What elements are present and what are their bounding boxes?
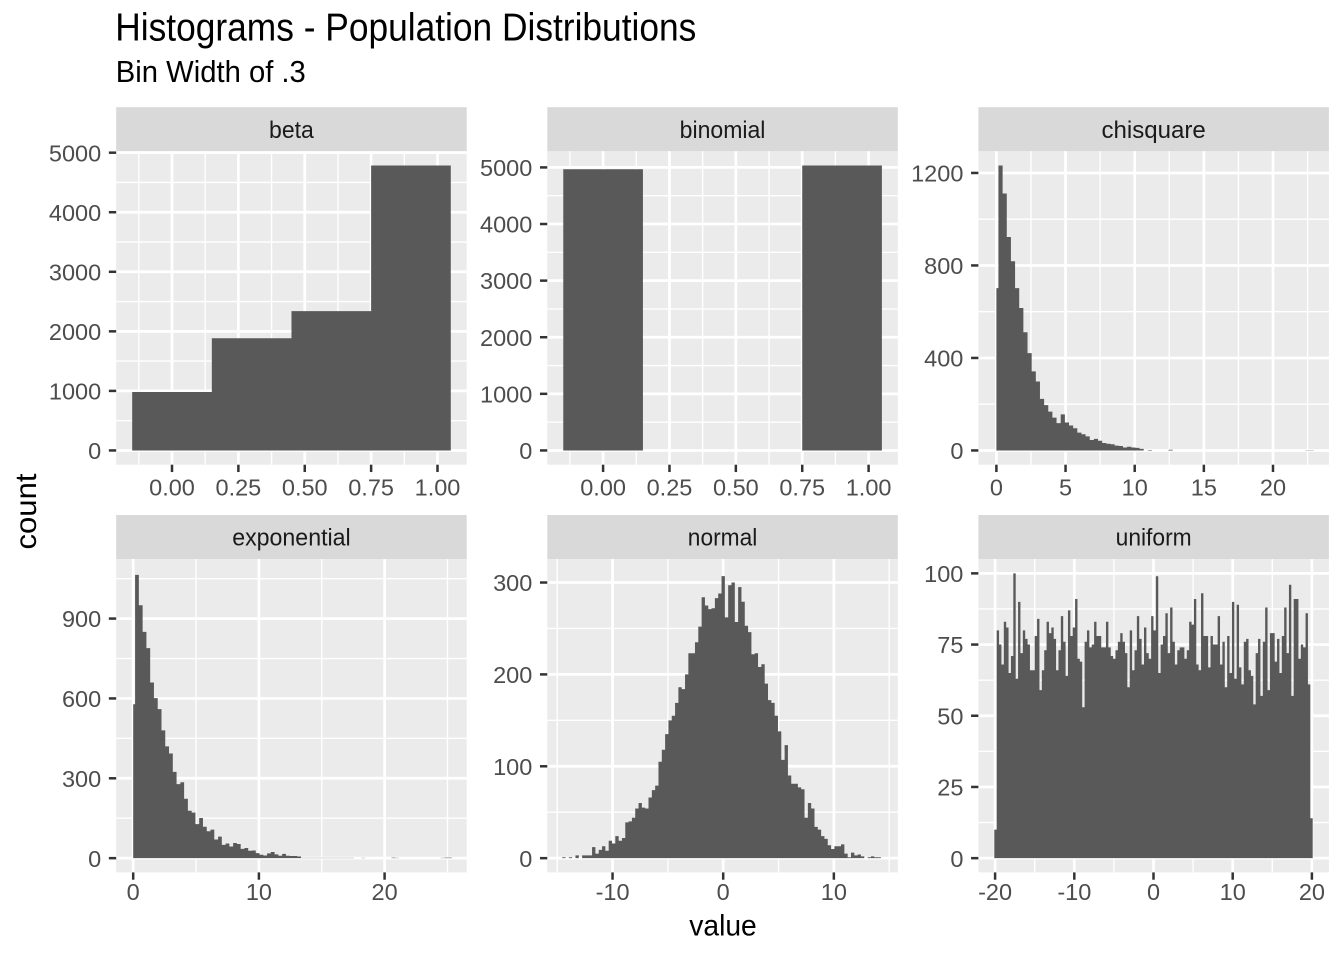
svg-text:15: 15 <box>1191 475 1217 501</box>
svg-text:20: 20 <box>1299 879 1325 905</box>
svg-text:0.50: 0.50 <box>713 475 759 501</box>
svg-text:0: 0 <box>88 846 101 872</box>
svg-text:-10: -10 <box>596 879 630 905</box>
svg-text:2000: 2000 <box>49 319 101 345</box>
svg-text:0: 0 <box>950 438 963 464</box>
svg-text:300: 300 <box>493 570 532 596</box>
svg-text:4000: 4000 <box>49 200 101 226</box>
svg-text:1.00: 1.00 <box>415 475 461 501</box>
svg-text:chisquare: chisquare <box>1102 117 1206 144</box>
svg-text:10: 10 <box>1220 879 1246 905</box>
svg-text:10: 10 <box>821 879 847 905</box>
svg-text:3000: 3000 <box>480 268 532 294</box>
svg-text:exponential: exponential <box>232 525 351 552</box>
svg-text:1000: 1000 <box>480 381 532 407</box>
svg-text:25: 25 <box>937 775 963 801</box>
svg-text:0: 0 <box>950 846 963 872</box>
svg-text:value: value <box>689 910 757 943</box>
svg-text:0: 0 <box>519 438 532 464</box>
svg-text:1000: 1000 <box>49 379 101 405</box>
svg-text:2000: 2000 <box>480 325 532 351</box>
svg-text:75: 75 <box>937 632 963 658</box>
svg-text:4000: 4000 <box>480 212 532 238</box>
svg-text:0: 0 <box>519 846 532 872</box>
svg-text:0: 0 <box>88 438 101 464</box>
svg-text:count: count <box>10 473 43 550</box>
svg-text:5: 5 <box>1059 475 1072 501</box>
svg-text:100: 100 <box>493 754 532 780</box>
svg-text:600: 600 <box>62 686 101 712</box>
svg-text:900: 900 <box>62 606 101 632</box>
svg-text:0.00: 0.00 <box>149 475 195 501</box>
svg-text:0: 0 <box>717 879 730 905</box>
svg-text:beta: beta <box>269 117 314 144</box>
svg-text:Histograms - Population Distri: Histograms - Population Distributions <box>115 6 696 49</box>
svg-text:-20: -20 <box>978 879 1012 905</box>
svg-text:0.25: 0.25 <box>647 475 693 501</box>
svg-text:0.50: 0.50 <box>282 475 328 501</box>
svg-text:400: 400 <box>924 346 963 372</box>
svg-text:300: 300 <box>62 766 101 792</box>
svg-text:binomial: binomial <box>680 117 766 144</box>
svg-text:1.00: 1.00 <box>846 475 892 501</box>
svg-text:Bin Width of .3: Bin Width of .3 <box>116 54 306 89</box>
svg-text:0: 0 <box>1147 879 1160 905</box>
svg-text:3000: 3000 <box>49 259 101 285</box>
svg-text:20: 20 <box>1260 475 1286 501</box>
svg-text:5000: 5000 <box>480 155 532 181</box>
svg-text:0.75: 0.75 <box>779 475 825 501</box>
svg-text:0.25: 0.25 <box>216 475 262 501</box>
svg-text:0.00: 0.00 <box>580 475 626 501</box>
svg-text:1200: 1200 <box>911 161 963 187</box>
svg-text:uniform: uniform <box>1116 525 1192 552</box>
svg-text:normal: normal <box>688 525 758 552</box>
svg-text:200: 200 <box>493 662 532 688</box>
svg-text:100: 100 <box>924 561 963 587</box>
svg-text:800: 800 <box>924 253 963 279</box>
svg-text:50: 50 <box>937 703 963 729</box>
svg-text:0.75: 0.75 <box>348 475 394 501</box>
svg-text:5000: 5000 <box>49 140 101 166</box>
svg-text:0: 0 <box>127 879 140 905</box>
svg-text:10: 10 <box>246 879 272 905</box>
svg-text:-10: -10 <box>1057 879 1091 905</box>
svg-text:20: 20 <box>372 879 398 905</box>
svg-text:0: 0 <box>990 475 1003 501</box>
svg-text:10: 10 <box>1122 475 1148 501</box>
